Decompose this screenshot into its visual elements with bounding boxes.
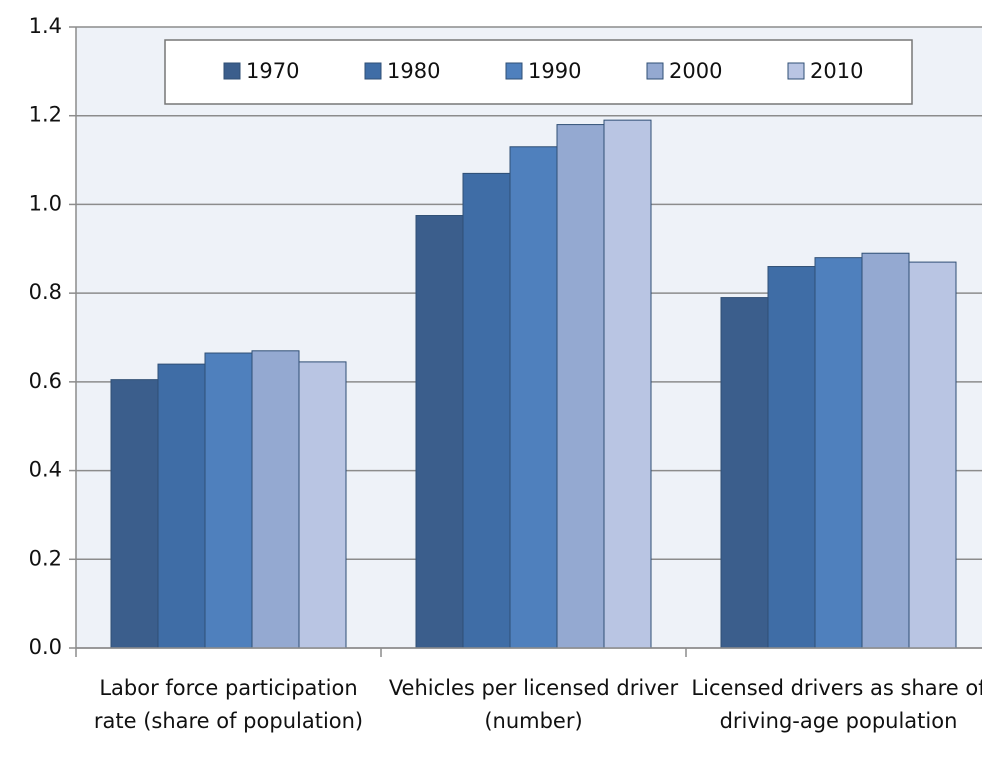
y-tick-label: 0.4 xyxy=(29,458,62,482)
bar xyxy=(861,252,910,649)
legend-swatch xyxy=(646,62,664,80)
y-tick-label: 0.6 xyxy=(29,369,62,393)
bar xyxy=(251,350,300,649)
legend-label: 2010 xyxy=(810,59,863,83)
legend-label: 1990 xyxy=(528,59,581,83)
x-tick-label: Licensed drivers as share of driving-age… xyxy=(691,676,982,733)
legend-swatch xyxy=(223,62,241,80)
legend-swatch xyxy=(505,62,523,80)
x-tick-label: Vehicles per licensed driver (number) xyxy=(388,676,679,733)
y-tick-label: 1.4 xyxy=(29,14,62,38)
y-tick-label: 0.0 xyxy=(29,635,62,659)
bar xyxy=(415,215,464,649)
legend-label: 1980 xyxy=(387,59,440,83)
y-tick-label: 1.0 xyxy=(29,191,62,215)
bar xyxy=(814,257,863,649)
bar xyxy=(110,379,159,649)
bar xyxy=(720,297,769,649)
bar xyxy=(767,266,816,649)
y-tick-label: 0.8 xyxy=(29,280,62,304)
bar xyxy=(603,119,652,649)
bar xyxy=(298,361,347,649)
bar xyxy=(157,363,206,649)
bar xyxy=(204,352,253,649)
bar xyxy=(908,261,957,649)
legend-swatch xyxy=(787,62,805,80)
legend-label: 1970 xyxy=(246,59,299,83)
bar xyxy=(462,172,511,649)
y-tick-label: 0.2 xyxy=(29,546,62,570)
bar xyxy=(556,124,605,649)
y-tick-label: 1.2 xyxy=(29,103,62,127)
legend-swatch xyxy=(364,62,382,80)
x-tick-label: Labor force participation rate (share of… xyxy=(93,676,364,733)
bar xyxy=(509,146,558,649)
legend-label: 2000 xyxy=(669,59,722,83)
